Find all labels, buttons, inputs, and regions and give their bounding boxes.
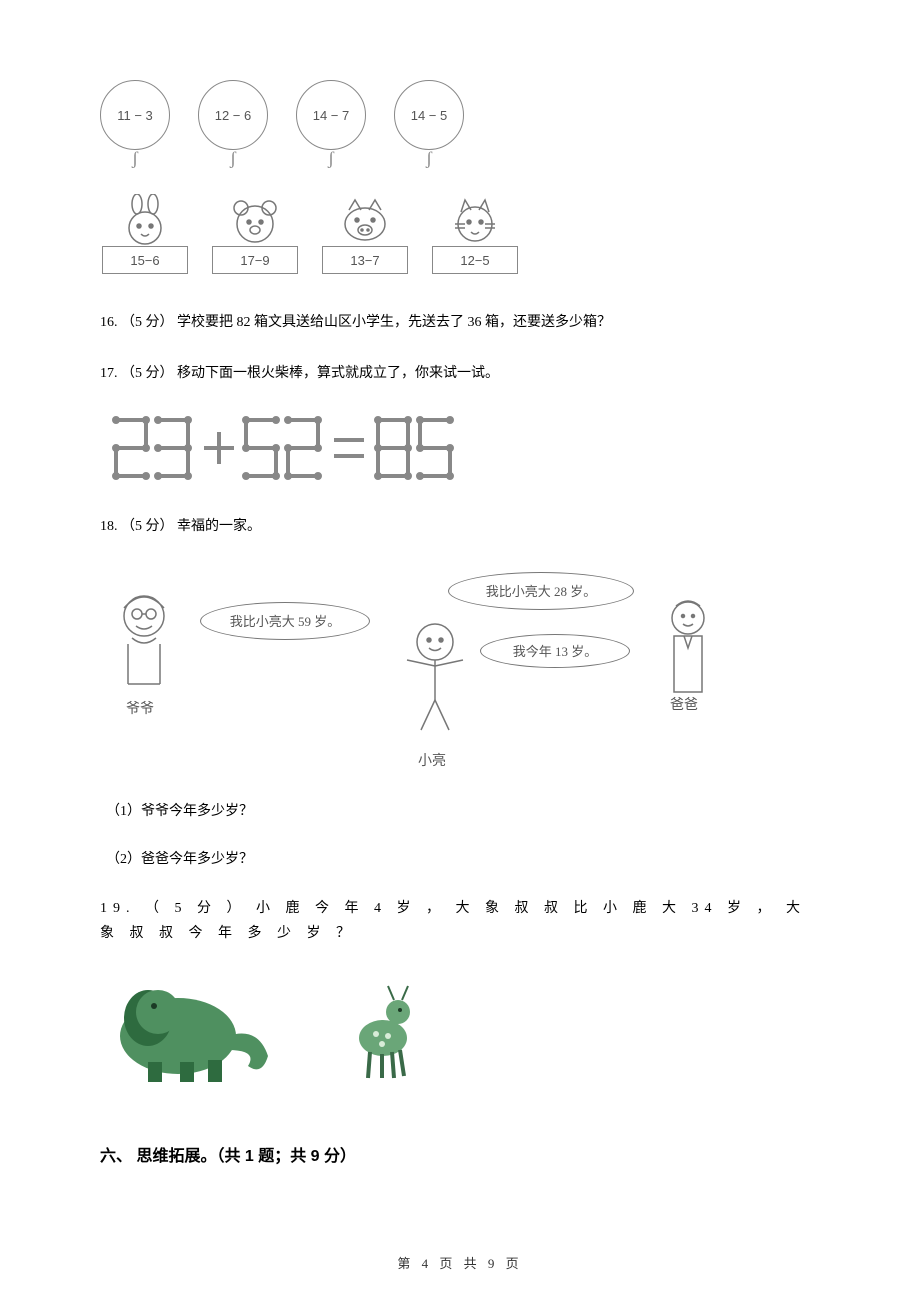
- grandpa-icon: [104, 586, 184, 696]
- page-footer: 第 4 页 共 9 页: [100, 1253, 820, 1272]
- balloon-1-string: ʃ: [132, 150, 138, 184]
- q18-text: 幸福的一家。: [177, 519, 261, 534]
- balloon-3-expr: 14 − 7: [313, 108, 350, 123]
- question-18: 18. （5 分） 幸福的一家。: [100, 514, 820, 539]
- question-17: 17. （5 分） 移动下面一根火柴棒，算式就成立了，你来试一试。: [100, 361, 820, 386]
- animal-pig-expr: 13−7: [350, 253, 379, 268]
- animal-bear: 17−9: [210, 192, 300, 274]
- q19-score: （ 5 分 ）: [145, 901, 247, 916]
- balloon-2-expr: 12 − 6: [215, 108, 252, 123]
- balloon-1: 11 − 3 ʃ: [100, 80, 170, 184]
- dad-bubble: 我比小亮大 28 岁。: [448, 572, 634, 610]
- balloon-1-expr: 11 − 3: [117, 108, 153, 123]
- xiaoliang-icon: [390, 616, 480, 746]
- grandpa-label: 爷爷: [126, 698, 154, 718]
- balloon-2-string: ʃ: [230, 150, 236, 184]
- balloon-2-head: 12 − 6: [198, 80, 268, 150]
- q17-text: 移动下面一根火柴棒，算式就成立了，你来试一试。: [177, 366, 499, 381]
- elephant-icon: [108, 976, 288, 1086]
- q18-sub2: （2）爸爸今年多少岁？: [106, 848, 820, 868]
- dad-label: 爸爸: [670, 694, 698, 714]
- pig-icon: [330, 192, 400, 248]
- animal-bear-box: 17−9: [212, 246, 298, 274]
- q18-score: （5 分）: [121, 519, 174, 534]
- animal-cat: 12−5: [430, 192, 520, 274]
- balloon-4-expr: 14 − 5: [411, 108, 448, 123]
- balloon-4-head: 14 − 5: [394, 80, 464, 150]
- q16-num: 16.: [100, 315, 118, 330]
- xiaoliang-label: 小亮: [418, 750, 446, 770]
- elephant-deer-row: [108, 976, 820, 1086]
- q16-score: （5 分）: [121, 315, 174, 330]
- rabbit-icon: [110, 192, 180, 248]
- animal-row: 15−6 17−9 13−7 12−5: [100, 192, 820, 274]
- question-16: 16. （5 分） 学校要把 82 箱文具送给山区小学生，先送去了 36 箱，还…: [100, 310, 820, 335]
- animal-rabbit: 15−6: [100, 192, 190, 274]
- section-6-heading: 六、 思维拓展。（共 1 题；共 9 分）: [100, 1142, 820, 1166]
- xiaoliang-bubble-text: 我今年 13 岁。: [513, 641, 598, 660]
- balloon-3-head: 14 − 7: [296, 80, 366, 150]
- deer-icon: [338, 976, 428, 1086]
- matchstick-equation: [108, 412, 820, 488]
- xiaoliang-bubble: 我今年 13 岁。: [480, 634, 630, 668]
- balloon-4-string: ʃ: [426, 150, 432, 184]
- animal-bear-expr: 17−9: [240, 253, 269, 268]
- balloon-3-string: ʃ: [328, 150, 334, 184]
- q18-num: 18.: [100, 519, 118, 534]
- balloon-1-head: 11 − 3: [100, 80, 170, 150]
- balloon-3: 14 − 7 ʃ: [296, 80, 366, 184]
- bear-icon: [220, 192, 290, 248]
- family-illustration: 我比小亮大 59 岁。 爷爷 我今年 13 岁。 小亮 我比小亮大 28 岁。 …: [100, 566, 820, 786]
- animal-cat-expr: 12−5: [460, 253, 489, 268]
- q17-score: （5 分）: [121, 366, 174, 381]
- balloon-row: 11 − 3 ʃ 12 − 6 ʃ 14 − 7 ʃ 14 − 5 ʃ: [100, 80, 820, 184]
- animal-rabbit-box: 15−6: [102, 246, 188, 274]
- question-19: 19. （ 5 分 ） 小 鹿 今 年 4 岁 ， 大 象 叔 叔 比 小 鹿 …: [100, 896, 820, 946]
- animal-rabbit-expr: 15−6: [130, 253, 159, 268]
- dad-bubble-text: 我比小亮大 28 岁。: [486, 581, 597, 600]
- animal-cat-box: 12−5: [432, 246, 518, 274]
- animal-pig-box: 13−7: [322, 246, 408, 274]
- q17-num: 17.: [100, 366, 118, 381]
- cat-icon: [440, 192, 510, 248]
- balloon-4: 14 − 5 ʃ: [394, 80, 464, 184]
- q18-sub1: （1）爷爷今年多少岁？: [106, 800, 820, 820]
- grandpa-bubble-text: 我比小亮大 59 岁。: [230, 611, 341, 630]
- q19-num: 19.: [100, 901, 136, 916]
- animal-pig: 13−7: [320, 192, 410, 274]
- q16-text: 学校要把 82 箱文具送给山区小学生，先送去了 36 箱，还要送多少箱？: [177, 315, 611, 330]
- balloon-2: 12 − 6 ʃ: [198, 80, 268, 184]
- grandpa-bubble: 我比小亮大 59 岁。: [200, 602, 370, 640]
